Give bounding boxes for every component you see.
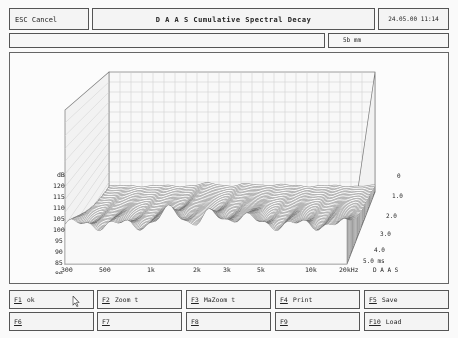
y-tick: 85 [55, 259, 63, 267]
y-tick: 115 [53, 193, 65, 201]
key-label: F5 [369, 296, 377, 304]
key-label: F2 [102, 296, 110, 304]
x-axis-ticks: 300 500 1k 2k 3k 5k 10k 20kHz [61, 266, 359, 274]
x-tick: 3k [223, 266, 231, 274]
key-label: F3 [191, 296, 199, 304]
key-action: Load [385, 318, 402, 326]
f3-max-zoom-button[interactable]: F3 MaZoom t [186, 290, 271, 309]
f7-button[interactable]: F7 [97, 312, 182, 331]
f6-button[interactable]: F6 [9, 312, 94, 331]
scale-field-text: 5b mm [343, 37, 362, 44]
key-action: Zoom t [114, 296, 139, 304]
csd-plot-area: dB 120 115 110 105 100 95 90 85 80 300 5… [47, 60, 415, 274]
plot-panel: dB 120 115 110 105 100 95 90 85 80 300 5… [9, 52, 449, 284]
datetime-field: 24.05.00 11:14 [378, 8, 449, 30]
f10-load-button[interactable]: F10 Load [364, 312, 449, 331]
y-tick: 95 [55, 237, 63, 245]
key-label: F1 [14, 296, 22, 304]
x-tick: 20kHz [339, 266, 359, 274]
key-action: ok [26, 296, 35, 304]
decay-slices [64, 182, 376, 265]
time-tick: 0 [397, 173, 401, 180]
time-axis-ticks: 0 1.0 2.0 3.0 4.0 5.0 ms [363, 173, 403, 265]
datetime-text: 24.05.00 11:14 [388, 16, 439, 23]
key-action: MaZoom t [203, 296, 236, 304]
waterfall-plot: dB 120 115 110 105 100 95 90 85 80 300 5… [53, 71, 403, 274]
key-action: Print [292, 296, 313, 304]
key-label: F9 [280, 318, 288, 326]
mouse-pointer-icon [72, 296, 80, 307]
key-label: F10 [369, 318, 381, 326]
info-row: 5b mm [9, 33, 449, 49]
y-tick: 100 [53, 226, 65, 234]
f1-ok-button[interactable]: F1 ok [9, 290, 94, 309]
y-tick: dB [57, 171, 65, 179]
message-field [9, 33, 325, 48]
f9-button[interactable]: F9 [275, 312, 360, 331]
key-label: F8 [191, 318, 199, 326]
key-label: F7 [102, 318, 110, 326]
key-label: F4 [280, 296, 288, 304]
x-tick: 500 [99, 266, 111, 274]
key-action: Save [381, 296, 398, 304]
time-tick: 1.0 [392, 193, 403, 200]
time-tick: 3.0 [380, 231, 391, 238]
app-title: D A A S Cumulative Spectral Decay [92, 8, 375, 30]
time-tick: 5.0 ms [363, 258, 385, 265]
daas-tag: D A A S [373, 267, 399, 274]
key-label: F6 [14, 318, 22, 326]
title-bar: ESC Cancel D A A S Cumulative Spectral D… [9, 8, 449, 32]
f8-button[interactable]: F8 [186, 312, 271, 331]
cancel-label: ESC Cancel [15, 16, 58, 24]
app-title-text: D A A S Cumulative Spectral Decay [155, 16, 312, 24]
x-tick: 10k [305, 266, 317, 274]
y-tick: 120 [53, 182, 65, 190]
y-tick: 110 [53, 204, 65, 212]
y-axis-ticks: dB 120 115 110 105 100 95 90 85 80 [53, 171, 65, 274]
x-tick: 2k [193, 266, 201, 274]
f5-save-button[interactable]: F5 Save [364, 290, 449, 309]
scale-field: 5b mm [328, 33, 449, 48]
y-tick: 80 [55, 270, 63, 274]
function-key-bar: F1 ok F2 Zoom t F3 MaZoom t F4 Print F5 Save … [9, 290, 449, 334]
f4-print-button[interactable]: F4 Print [275, 290, 360, 309]
time-tick: 4.0 [374, 247, 385, 254]
cancel-button[interactable]: ESC Cancel [9, 8, 89, 30]
time-tick: 2.0 [386, 213, 397, 220]
y-tick: 105 [53, 215, 65, 223]
x-tick: 1k [147, 266, 155, 274]
back-wall-grid [109, 72, 375, 192]
y-tick: 90 [55, 248, 63, 256]
decay-slice [64, 204, 348, 265]
x-tick: 5k [257, 266, 265, 274]
f2-zoom-button[interactable]: F2 Zoom t [97, 290, 182, 309]
x-tick: 300 [61, 266, 73, 274]
